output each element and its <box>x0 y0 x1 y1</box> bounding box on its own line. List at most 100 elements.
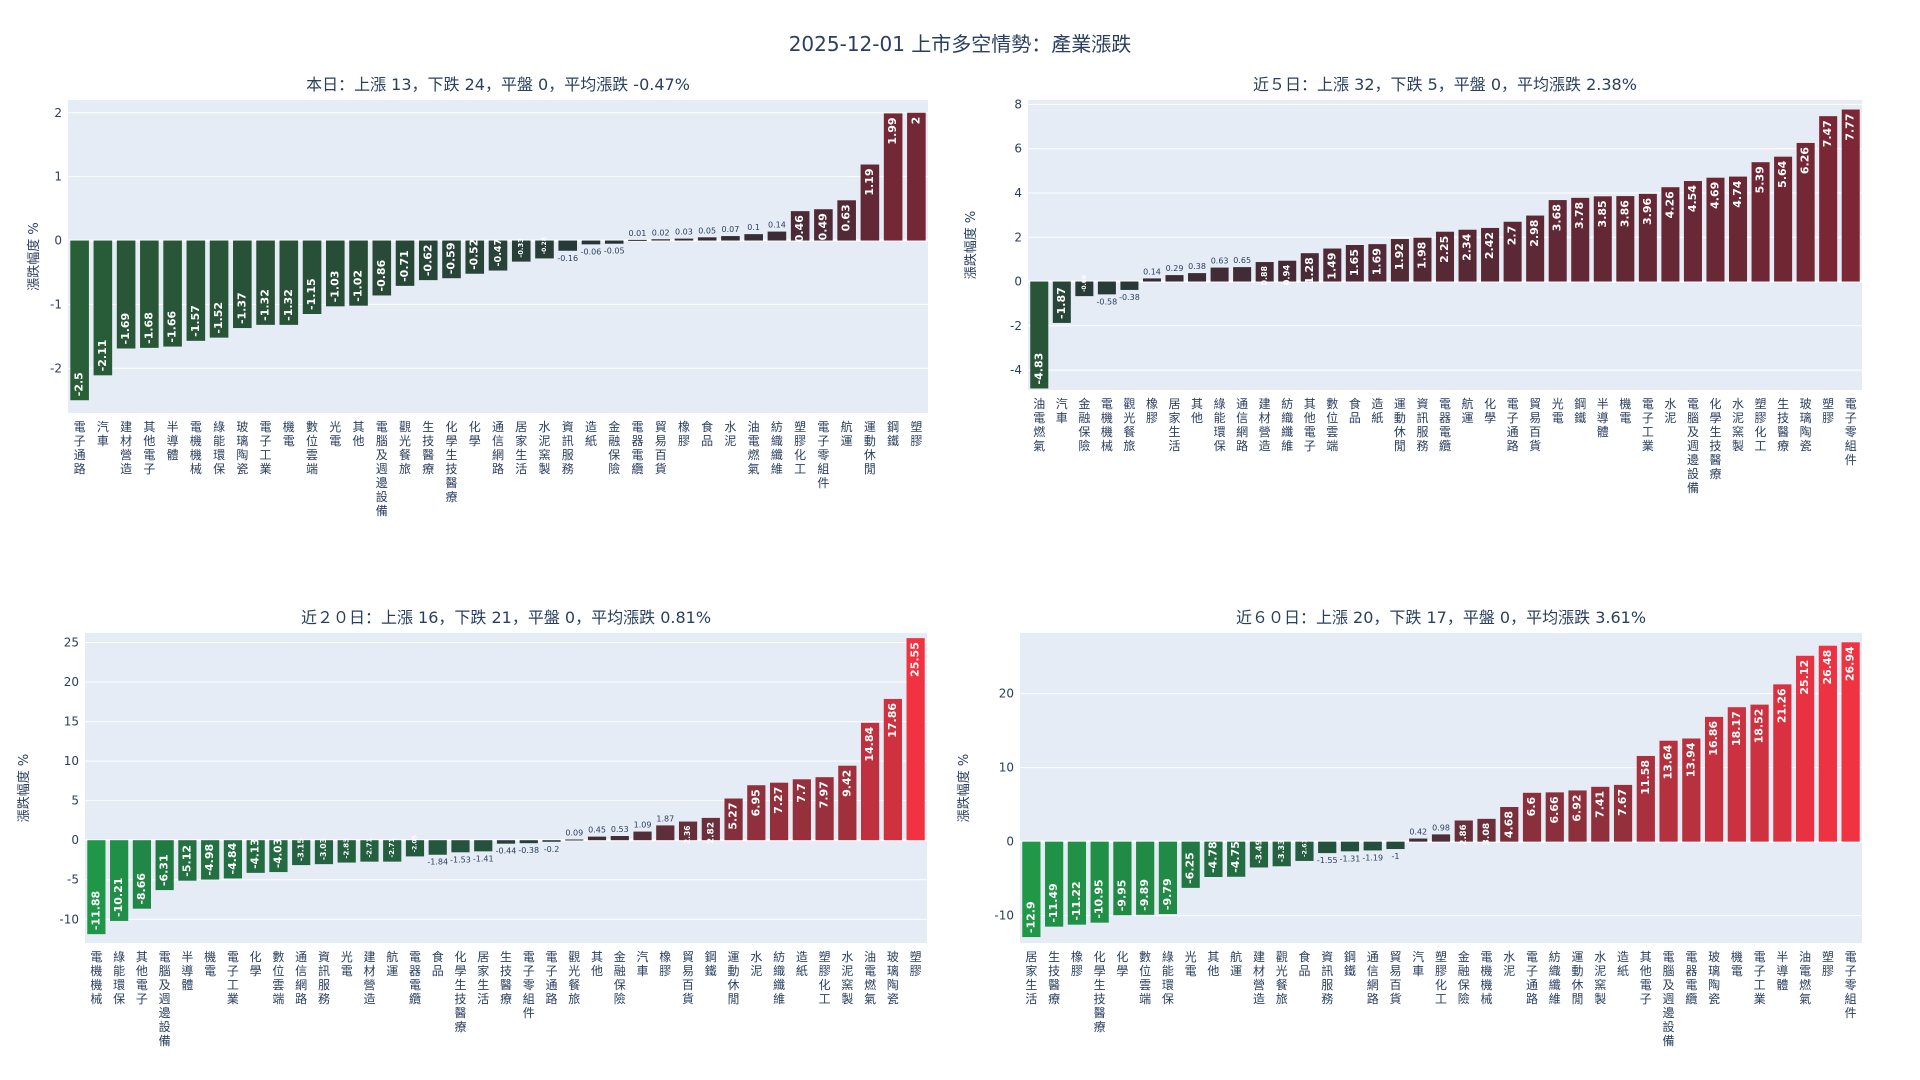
bar <box>587 836 607 841</box>
x-tick-label: 紡織纖維 <box>771 419 783 476</box>
data-label: -1.19 <box>1362 853 1383 862</box>
data-label: 1.65 <box>1348 249 1361 276</box>
data-label: 0.46 <box>793 215 806 242</box>
x-tick-label: 半導體 <box>1597 397 1609 439</box>
data-label: -1.03 <box>328 271 341 303</box>
data-label: -1.87 <box>1055 287 1068 319</box>
bar <box>163 240 182 347</box>
x-tick-label: 電機機械 <box>190 420 202 476</box>
bar <box>1774 156 1793 282</box>
bar <box>428 840 447 855</box>
y-tick-label: 10 <box>999 761 1014 775</box>
x-tick-label: 化學生技醫療 <box>454 950 466 1034</box>
bar <box>1704 716 1724 842</box>
data-label: 0.09 <box>565 828 583 837</box>
x-tick-label: 水泥窯製 <box>1732 397 1744 453</box>
bar <box>1413 237 1432 282</box>
x-tick-label: 機電 <box>1619 396 1631 425</box>
bar <box>1158 841 1178 915</box>
y-tick-label: 15 <box>64 715 79 729</box>
x-tick-label: 塑膠化工 <box>794 419 806 476</box>
data-label: -2.71 <box>365 838 373 858</box>
bar <box>674 238 694 241</box>
bar <box>883 113 903 241</box>
bar <box>519 840 538 844</box>
y-tick-label: 4 <box>1014 186 1022 200</box>
bar <box>1188 273 1207 282</box>
data-label: 0.88 <box>1260 266 1269 285</box>
y-tick-label: 6 <box>1014 142 1022 156</box>
bar <box>1503 221 1522 282</box>
x-tick-label: 居家生活 <box>477 950 489 1006</box>
x-tick-label: 電子零組件 <box>1845 397 1857 467</box>
bar <box>349 240 368 306</box>
x-tick-label: 通信網路 <box>492 420 504 476</box>
bar <box>1593 196 1612 282</box>
bar <box>186 240 206 341</box>
data-label: 5.64 <box>1776 160 1789 187</box>
data-label: 0.14 <box>768 221 786 230</box>
data-label: 5.39 <box>1754 166 1767 193</box>
chart-title: 本日：上漲 13，下跌 24，平盤 0，平均漲跌 -0.47% <box>306 75 690 94</box>
x-tick-label: 其他 <box>591 950 603 978</box>
data-label: -2.05 <box>411 835 418 852</box>
x-tick-label: 電子零組件 <box>523 950 535 1020</box>
chart-panel-1: -2 -1 0 1 2 本日：上漲 13，下跌 24，平盤 0，平均漲跌 -0.47% 漲跌… <box>26 75 928 518</box>
data-label: -0.33 <box>517 238 525 258</box>
data-label: -4.84 <box>226 842 239 874</box>
data-label: -6.25 <box>1184 852 1197 884</box>
bar <box>1500 807 1519 842</box>
x-tick-label: 塑膠 <box>1822 396 1834 425</box>
bar <box>656 825 675 841</box>
data-label: -1.37 <box>235 292 248 324</box>
x-tick-label: 化學 <box>1116 950 1128 978</box>
data-label: -9.79 <box>1161 878 1174 910</box>
data-label: 0.05 <box>698 226 716 235</box>
x-tick-label: 造紙 <box>1371 397 1383 425</box>
x-tick-label: 造紙 <box>1617 950 1629 978</box>
bar <box>1120 281 1139 290</box>
x-tick-label: 電子通路 <box>1526 950 1538 1006</box>
data-label: 0.1 <box>747 223 760 232</box>
bar <box>814 209 833 241</box>
data-label: 6.66 <box>1548 796 1561 823</box>
data-label: 1.92 <box>1393 243 1406 270</box>
data-label: 1.87 <box>656 814 674 823</box>
x-tick-label: 電機機械 <box>1101 397 1113 453</box>
x-tick-label: 通信網路 <box>295 950 307 1006</box>
x-tick-label: 化學生技醫療 <box>446 420 458 504</box>
data-label: 16.86 <box>1707 721 1720 756</box>
x-tick-label: 觀光餐旅 <box>399 420 411 476</box>
bar <box>178 840 197 881</box>
data-label: 2.98 <box>1528 220 1541 247</box>
y-tick-label: 25 <box>64 635 79 649</box>
bar <box>292 840 311 866</box>
bar <box>1030 281 1049 389</box>
data-label: 0.29 <box>1166 264 1184 273</box>
data-label: 0.45 <box>588 826 606 835</box>
bar <box>628 239 647 241</box>
bar <box>1227 841 1246 877</box>
bar <box>326 240 345 307</box>
bar <box>155 840 174 891</box>
bar <box>511 240 531 262</box>
y-tick-label: 20 <box>64 675 79 689</box>
bar <box>1750 704 1769 842</box>
data-label: 2.25 <box>1438 236 1451 263</box>
x-tick-label: 綠能環保 <box>1162 950 1174 1006</box>
x-tick-label: 其他電子 <box>1304 397 1316 453</box>
bar <box>70 240 89 401</box>
y-tick-label: 0 <box>1014 275 1022 289</box>
bar <box>697 237 717 241</box>
data-label: 0.63 <box>840 204 853 231</box>
data-label: -1.68 <box>142 312 155 344</box>
bar <box>405 840 425 857</box>
bar <box>418 240 438 281</box>
data-label: -4.83 <box>1032 353 1045 385</box>
x-tick-label: 鋼鐵 <box>887 420 899 448</box>
bar <box>1323 248 1342 282</box>
x-tick-label: 生技醫療 <box>500 950 512 1006</box>
x-tick-label: 航運 <box>386 949 398 978</box>
bar <box>535 240 554 259</box>
